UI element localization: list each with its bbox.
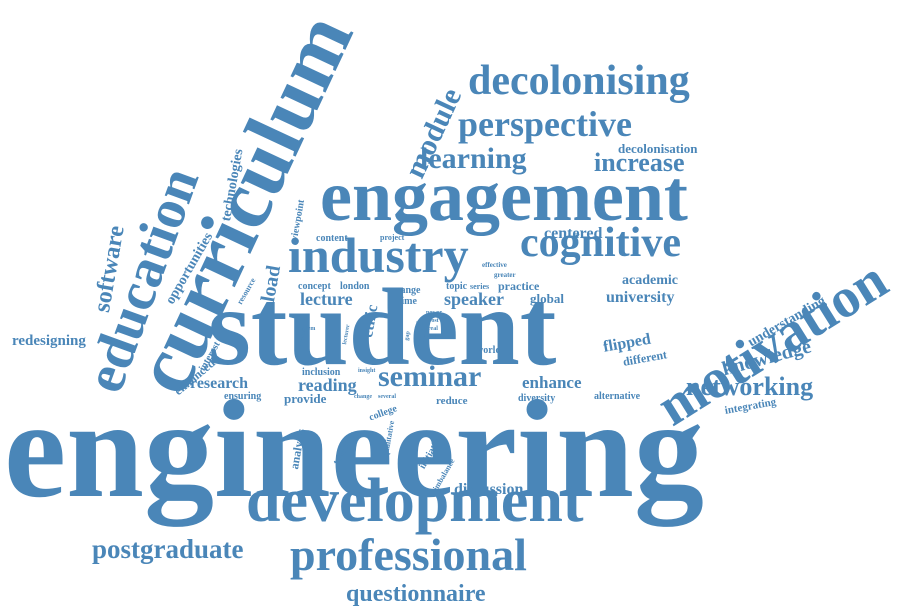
word-global: global xyxy=(530,292,564,305)
word-professional: professional xyxy=(290,532,527,578)
word-questionnaire: questionnaire xyxy=(346,582,486,606)
word-real: real xyxy=(428,326,438,332)
word-alternative: alternative xyxy=(594,392,640,402)
word-academic: academic xyxy=(622,274,678,288)
word-reduce: reduce xyxy=(436,396,468,407)
word-decolonising: decolonising xyxy=(468,60,690,102)
word-insight: insight xyxy=(358,368,375,374)
word-greater: greater xyxy=(494,272,516,279)
word-enhance: enhance xyxy=(522,374,582,391)
word-discussion: discussion xyxy=(454,482,523,498)
word-content: content xyxy=(316,234,348,244)
word-perspective: perspective xyxy=(458,106,632,142)
word-change: change xyxy=(354,394,372,400)
word-project: project xyxy=(380,234,404,242)
word-research: research xyxy=(190,376,248,392)
word-networking: networking xyxy=(686,374,813,400)
word-time: time xyxy=(398,297,417,307)
word-lecture: lecture xyxy=(300,290,353,308)
word-centered: centered xyxy=(544,226,602,242)
word-world: world xyxy=(476,346,501,356)
word-postgraduate: postgraduate xyxy=(92,536,244,563)
word-ensuring: ensuring xyxy=(224,392,261,402)
word-work: work xyxy=(428,334,441,340)
word-development: development xyxy=(246,470,584,532)
word-post: post xyxy=(428,318,439,324)
word-diversity: diversity xyxy=(518,394,555,404)
word-redesigning: redesigning xyxy=(12,334,86,349)
word-university: university xyxy=(606,290,674,306)
word-decolonisation: decolonisation xyxy=(618,142,697,155)
word-power: power xyxy=(426,310,442,316)
word-several: several xyxy=(378,394,396,400)
word-range: range xyxy=(396,286,420,296)
word-effective: effective xyxy=(482,262,507,269)
word-speaker: speaker xyxy=(444,290,504,308)
word-seminar: seminar xyxy=(378,362,481,392)
word-provide: provide xyxy=(284,392,326,405)
